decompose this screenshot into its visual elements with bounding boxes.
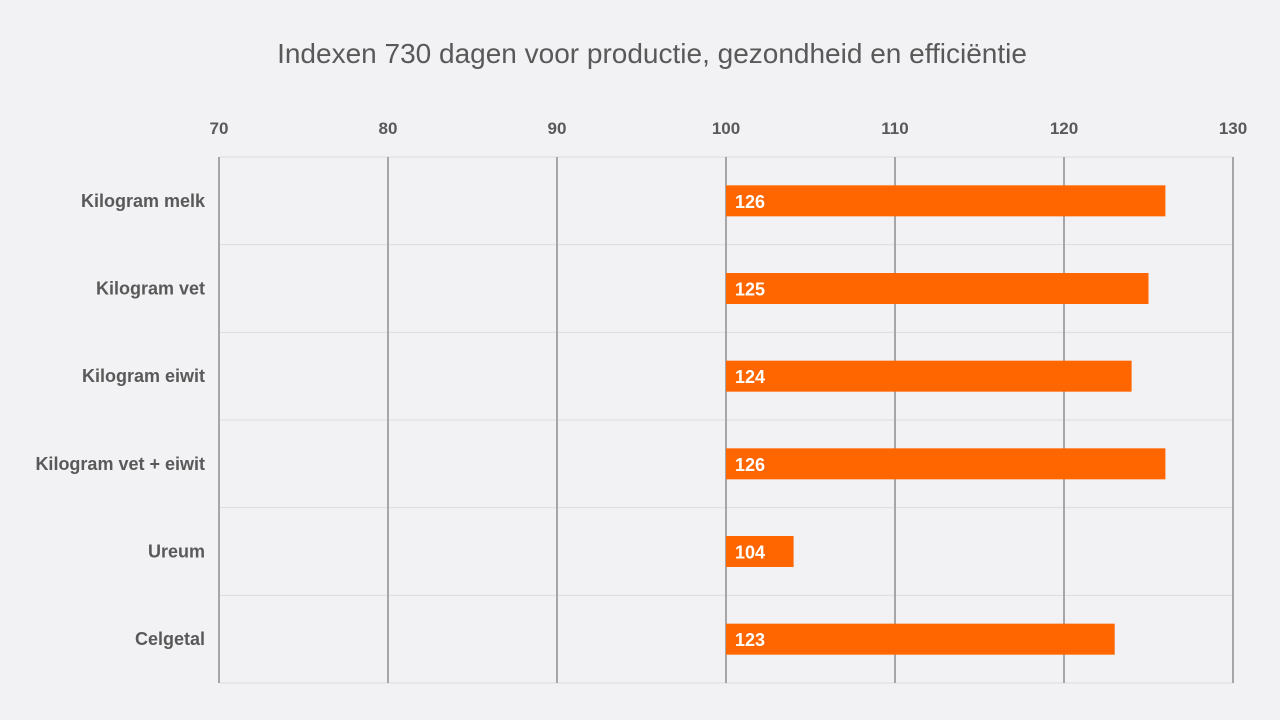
bar <box>726 623 1115 655</box>
x-tick-label: 90 <box>548 119 567 138</box>
x-tick-label: 120 <box>1050 119 1078 138</box>
x-tick-label: 80 <box>379 119 398 138</box>
x-axis-ticks: 70 80 90 100 110 120 130 <box>210 119 1248 138</box>
data-label: 123 <box>735 630 765 650</box>
x-tick-label: 70 <box>210 119 229 138</box>
data-labels: 126 125 124 126 104 123 <box>735 192 765 650</box>
data-label: 126 <box>735 455 765 475</box>
data-label: 104 <box>735 543 765 563</box>
bar <box>726 185 1166 217</box>
bar <box>726 360 1132 392</box>
x-tick-label: 100 <box>712 119 740 138</box>
data-label: 126 <box>735 192 765 212</box>
category-label: Ureum <box>148 542 205 562</box>
category-label: Celgetal <box>135 629 205 649</box>
bar <box>726 536 794 567</box>
data-label: 124 <box>735 367 765 387</box>
x-tick-label: 130 <box>1219 119 1247 138</box>
vertical-gridlines <box>218 157 1234 683</box>
category-label: Kilogram vet + eiwit <box>35 454 205 474</box>
data-label: 125 <box>735 280 765 300</box>
category-labels: Kilogram melk Kilogram vet Kilogram eiwit K… <box>35 191 206 649</box>
x-tick-label: 110 <box>881 119 908 138</box>
bar <box>726 273 1149 304</box>
category-label: Kilogram melk <box>81 191 206 211</box>
chart-title: Indexen 730 dagen voor productie, gezond… <box>277 38 1027 69</box>
category-label: Kilogram vet <box>96 279 205 299</box>
category-label: Kilogram eiwit <box>82 366 205 386</box>
bar <box>726 448 1166 480</box>
bars <box>726 185 1166 655</box>
